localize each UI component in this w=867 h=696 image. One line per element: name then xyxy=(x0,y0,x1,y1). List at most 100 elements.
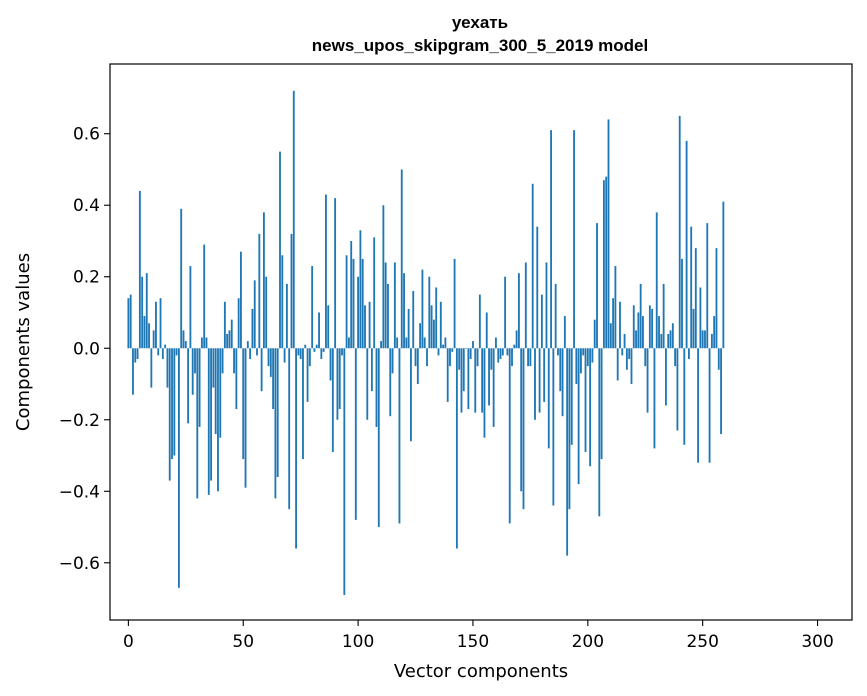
bar xyxy=(665,348,667,406)
bar xyxy=(428,276,431,349)
bar xyxy=(249,348,252,359)
bar xyxy=(584,348,587,452)
bar xyxy=(129,294,132,349)
y-tick-label: −0.2 xyxy=(59,411,100,431)
bar xyxy=(600,348,603,460)
bar xyxy=(694,248,697,349)
bar xyxy=(451,348,454,352)
bar xyxy=(547,348,550,449)
bar xyxy=(221,348,224,374)
bar xyxy=(194,348,196,374)
bar xyxy=(345,255,348,349)
bar xyxy=(720,348,722,435)
bar xyxy=(432,319,435,349)
bar xyxy=(352,258,355,349)
bar xyxy=(336,348,339,420)
bar xyxy=(320,348,323,359)
bar xyxy=(304,344,307,349)
y-tick-label: 0.6 xyxy=(73,125,100,145)
bar xyxy=(359,230,362,349)
bar xyxy=(685,140,688,349)
bar xyxy=(658,316,660,349)
bar xyxy=(669,330,672,349)
bar xyxy=(704,330,706,349)
bar xyxy=(272,348,275,410)
bar xyxy=(499,348,502,359)
bar xyxy=(557,348,559,356)
bar xyxy=(625,348,628,370)
bar xyxy=(637,312,640,349)
bar xyxy=(630,348,633,385)
bar xyxy=(290,233,293,349)
bar xyxy=(430,305,433,349)
bar xyxy=(472,341,474,349)
bar xyxy=(543,348,546,402)
bar xyxy=(178,348,180,588)
bar xyxy=(534,348,536,420)
bar xyxy=(377,348,380,528)
bar xyxy=(690,226,693,349)
bar xyxy=(687,348,690,359)
bar xyxy=(318,312,320,349)
bar xyxy=(207,348,210,495)
bar xyxy=(478,294,481,349)
bar xyxy=(145,273,148,349)
bar xyxy=(400,169,403,349)
bar xyxy=(559,348,562,392)
bar xyxy=(722,201,725,349)
bar xyxy=(593,319,596,349)
bar xyxy=(614,266,617,349)
bar xyxy=(674,348,677,367)
bar xyxy=(501,348,504,356)
bar xyxy=(370,348,373,392)
bar xyxy=(410,348,412,442)
bar xyxy=(382,205,385,349)
bar xyxy=(205,337,208,349)
bar xyxy=(607,119,610,349)
bar xyxy=(605,176,608,349)
bar xyxy=(517,273,520,349)
bar xyxy=(244,348,247,488)
x-tick-label: 150 xyxy=(457,632,489,652)
y-axis-label: Components values xyxy=(13,253,34,431)
bar xyxy=(671,323,674,349)
bar xyxy=(667,333,670,349)
bar xyxy=(214,348,217,435)
bar xyxy=(253,280,256,349)
bar xyxy=(632,305,635,349)
bar xyxy=(315,344,318,349)
bar xyxy=(219,348,222,438)
bar xyxy=(506,348,509,356)
bar xyxy=(646,348,649,413)
bar xyxy=(200,337,203,349)
bar xyxy=(269,348,272,377)
bar xyxy=(589,348,592,467)
bar xyxy=(552,348,555,506)
bar xyxy=(713,316,716,349)
bar xyxy=(701,330,704,349)
bar xyxy=(396,337,399,349)
bar xyxy=(639,283,642,349)
bar xyxy=(573,130,575,349)
x-tick-label: 0 xyxy=(123,632,134,652)
bar xyxy=(127,298,130,349)
y-tick-label: 0.4 xyxy=(73,196,100,216)
bar xyxy=(492,348,495,427)
bar xyxy=(681,258,683,349)
bar xyxy=(710,333,713,349)
bar xyxy=(619,301,621,349)
bar xyxy=(180,208,183,349)
bar xyxy=(653,348,656,449)
x-tick-label: 300 xyxy=(801,632,833,652)
bar xyxy=(235,348,238,410)
bar xyxy=(132,348,134,395)
x-tick-label: 100 xyxy=(342,632,374,652)
bar xyxy=(580,348,582,374)
bar xyxy=(347,337,350,349)
bar xyxy=(226,333,229,349)
bar xyxy=(341,348,343,356)
bar xyxy=(609,323,612,349)
bar xyxy=(458,348,461,370)
bar xyxy=(596,223,598,349)
